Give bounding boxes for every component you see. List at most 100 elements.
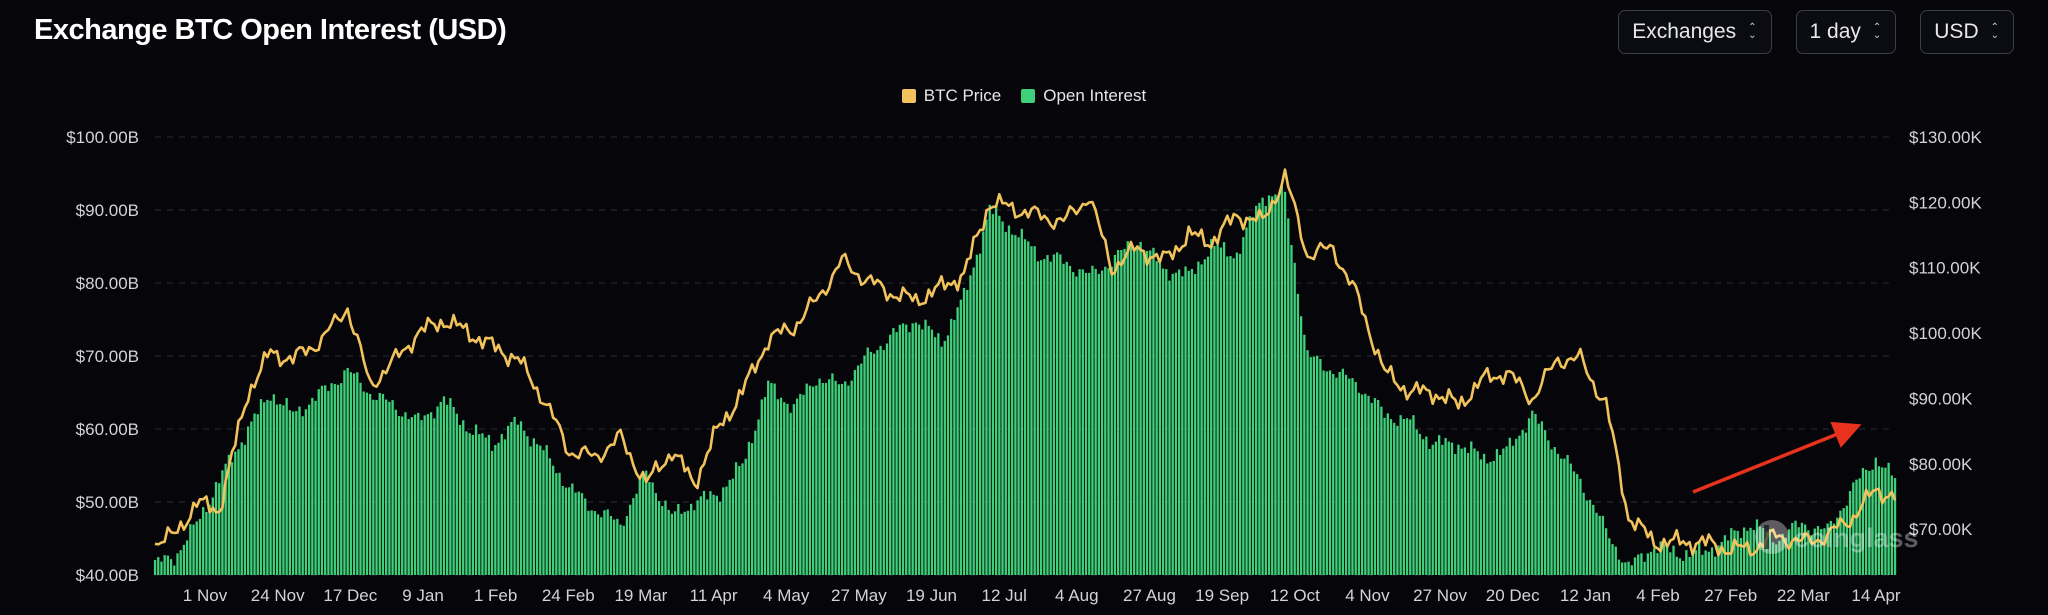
oi-bar [1813,528,1816,575]
oi-bar [824,382,828,575]
oi-bar [1068,265,1072,575]
oi-bar [1113,254,1117,575]
oi-bar [1142,250,1145,576]
oi-bar [1621,562,1624,575]
oi-bar [333,384,336,575]
oi-bar [596,514,600,575]
legend-item-btc-price[interactable]: BTC Price [901,86,1001,106]
oi-bar [346,367,349,575]
oi-bar [1794,520,1797,575]
oi-bar [1829,520,1832,575]
oi-bar [490,450,494,575]
annotation-arrow [1692,421,1862,494]
oi-bar [378,392,381,575]
oi-bar [189,524,192,575]
oi-bar [558,472,561,575]
oi-bar [388,401,391,575]
interval-select[interactable]: 1 day ⌃ ⌄ [1795,10,1897,54]
oi-bar [1348,378,1351,575]
oi-bar [802,394,805,575]
oi-bar [1290,244,1293,575]
chart-title: Exchange BTC Open Interest (USD) [34,14,507,46]
oi-bar [1200,264,1203,575]
oi-bar [853,370,857,575]
oi-bar [1312,356,1316,575]
oi-bar [153,560,157,575]
oi-bar [224,463,227,575]
oi-bar [677,503,680,575]
x-tick-label: 27 Aug [1123,586,1176,605]
legend-item-open-interest[interactable]: Open Interest [1021,86,1146,106]
oi-bar [295,411,298,575]
oi-bar [1235,252,1239,575]
oi-bar [1601,515,1605,575]
oi-bar [718,501,722,575]
oi-bar [564,487,568,575]
oi-bar [988,204,991,575]
oi-bar [246,426,250,575]
oi-bar [982,231,985,576]
oi-bar [924,319,927,575]
oi-bar [1868,470,1871,575]
oi-bar [1046,255,1049,576]
oi-bar [811,386,815,575]
oi-bar [773,383,776,575]
oi-bar [157,557,160,575]
oi-bar [192,524,195,575]
oi-bar [1383,417,1386,575]
oi-bar [584,498,587,575]
oi-bar [789,412,792,575]
oi-bar [404,412,407,575]
oi-bar [272,394,275,575]
oi-bar [1088,272,1091,575]
oi-bar [227,454,231,575]
oi-bar [898,324,901,575]
oi-bar [1704,550,1707,575]
oi-bar [1258,202,1261,575]
oi-bar [1357,392,1361,575]
oi-bar [760,399,763,575]
oi-bar [1665,545,1669,575]
oi-bar [1511,445,1515,575]
oi-bar [1553,447,1556,575]
oi-bar [1454,454,1457,575]
oi-bar [529,446,532,575]
chevron-updown-icon: ⌃ ⌄ [1748,22,1757,41]
oi-bar [1039,260,1043,575]
oi-bar [1466,452,1470,575]
oi-bar [1444,438,1447,575]
oi-bar [638,479,641,575]
oi-bar [298,406,301,575]
oi-bar [256,414,259,575]
currency-select-label: USD [1934,20,1979,43]
oi-bar [1296,293,1300,575]
oi-bar [1415,429,1418,575]
oi-bar [1717,545,1720,575]
oi-bar [892,328,895,575]
oi-bar [1476,451,1479,575]
oi-bar [1216,244,1219,575]
y-right-tick-label: $120.00K [1909,193,1982,212]
oi-bar [609,516,613,575]
oi-bar [1473,448,1476,575]
currency-select[interactable]: USD ⌃ ⌄ [1920,10,2014,54]
oi-bar [1434,441,1438,575]
oi-bar [307,404,311,575]
y-right-tick-label: $90.00K [1909,389,1973,408]
oi-bar [285,398,288,575]
oi-bar [1418,433,1422,575]
oi-bar [612,519,616,575]
oi-bar [1194,273,1197,575]
oi-bar [1531,410,1534,575]
oi-bar [1778,540,1781,575]
exchanges-select[interactable]: Exchanges ⌃ ⌄ [1618,10,1772,54]
oi-bar [1325,371,1328,575]
oi-bar [978,253,982,575]
oi-bar [1460,448,1463,575]
legend-swatch-open-interest [1021,89,1036,103]
oi-bar [1810,535,1813,575]
oi-bar [211,497,214,575]
oi-bar [1569,463,1572,575]
oi-bar [259,399,263,575]
